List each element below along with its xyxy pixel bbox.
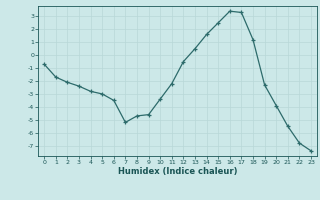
X-axis label: Humidex (Indice chaleur): Humidex (Indice chaleur): [118, 167, 237, 176]
